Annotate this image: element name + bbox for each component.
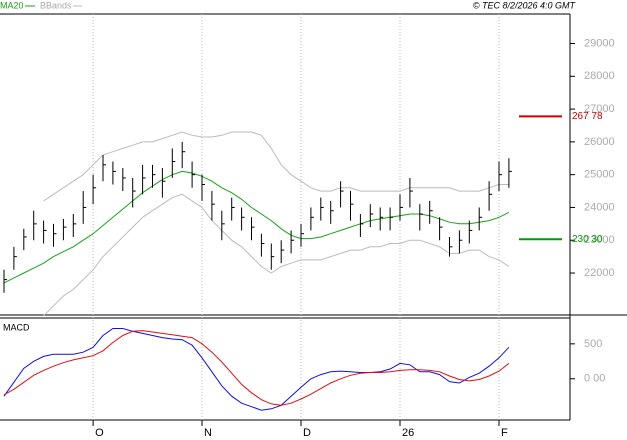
bband-lower bbox=[43, 193, 510, 317]
y-tick-label: 0 00 bbox=[584, 373, 605, 385]
y-tick-label: 29000 bbox=[584, 37, 615, 49]
y-tick-label: 22000 bbox=[584, 267, 615, 279]
y-tick-label: 28000 bbox=[584, 70, 615, 82]
legend-ma20: MA20 bbox=[0, 0, 24, 10]
y-tick-label: 24000 bbox=[584, 201, 615, 213]
x-tick-label: O bbox=[95, 427, 104, 439]
ma-line bbox=[3, 170, 510, 284]
bband-upper bbox=[43, 131, 509, 202]
y-tick-label: 26000 bbox=[584, 136, 615, 148]
reference-label: 267 78 bbox=[572, 111, 603, 122]
y-tick-label: 25000 bbox=[584, 169, 615, 181]
stamp: © TEC 8/2/2026 4:0 GMT bbox=[473, 0, 577, 10]
x-tick-label: F bbox=[501, 427, 508, 439]
x-tick-label: D bbox=[303, 427, 311, 439]
x-tick-label: N bbox=[204, 427, 212, 439]
y-tick-label: 23000 bbox=[584, 234, 615, 246]
legend-bbands: BBands bbox=[40, 0, 72, 10]
y-tick-label: 500 bbox=[584, 338, 602, 350]
macd-title: MACD bbox=[3, 322, 30, 332]
reference-label: 230 30 bbox=[572, 234, 603, 245]
y-tick-label: 27000 bbox=[584, 103, 615, 115]
macd-line bbox=[3, 330, 510, 406]
x-tick-label: 26 bbox=[402, 427, 414, 439]
macd-line bbox=[3, 328, 510, 411]
